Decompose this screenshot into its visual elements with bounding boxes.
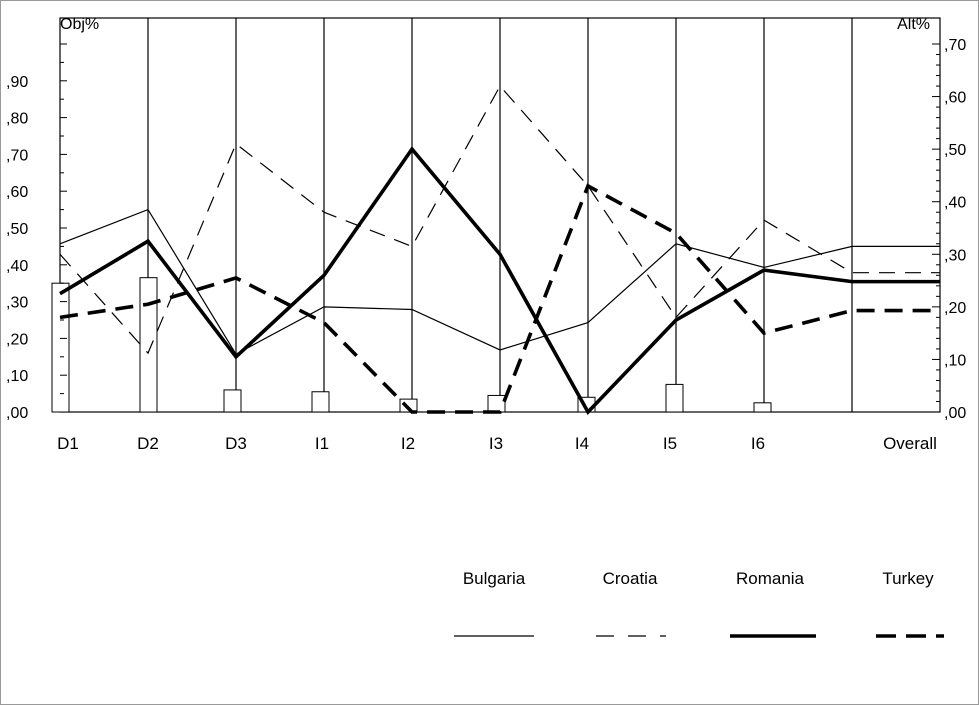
- category-label: D1: [57, 434, 79, 453]
- left-tick-label: ,90: [6, 74, 28, 91]
- right-tick-label: ,00: [944, 405, 966, 422]
- left-tick-label: ,20: [6, 331, 28, 348]
- category-label: I6: [751, 434, 765, 453]
- series-line-turkey: [59, 183, 940, 414]
- bar: [139, 277, 158, 413]
- category-label: I4: [575, 434, 589, 453]
- category-label: I5: [663, 434, 677, 453]
- category-gridlines: [147, 18, 853, 412]
- category-label: D3: [225, 434, 247, 453]
- axes: ,00 ,10 ,20 ,30 ,40 ,50 ,60 ,70 ,80 ,90 ,00 ,10 ,20,…: [6, 37, 966, 453]
- category-label: D2: [137, 434, 159, 453]
- left-tick-label: ,00: [6, 405, 28, 422]
- series-line-croatia: [59, 85, 940, 355]
- bar: [665, 383, 684, 413]
- right-tick-label: ,40: [944, 195, 966, 212]
- category-label: I3: [489, 434, 503, 453]
- category-label: Overall: [883, 434, 937, 453]
- category-label: I1: [315, 434, 329, 453]
- left-tick-label: ,70: [6, 147, 28, 164]
- bar: [51, 282, 70, 413]
- right-tick-label: ,20: [944, 300, 966, 317]
- legend-label-bulgaria: Bulgaria: [463, 569, 526, 588]
- right-tick-label: ,30: [944, 247, 966, 264]
- legend: Bulgaria Croatia Romania Turkey: [454, 569, 944, 638]
- series-line-bulgaria: [59, 208, 940, 355]
- left-tick-label: ,40: [6, 258, 28, 275]
- category-label: I2: [401, 434, 415, 453]
- right-axis-title: Alt%: [897, 16, 930, 33]
- legend-label-turkey: Turkey: [882, 569, 934, 588]
- right-tick-label: ,50: [944, 142, 966, 159]
- left-tick-label: ,50: [6, 221, 28, 238]
- left-axis-title: Obj%: [60, 16, 99, 33]
- right-tick-label: ,60: [944, 90, 966, 107]
- legend-label-romania: Romania: [736, 569, 805, 588]
- bar: [311, 391, 330, 413]
- left-tick-label: ,80: [6, 111, 28, 128]
- left-tick-label: ,30: [6, 295, 28, 312]
- line-series: [59, 85, 940, 416]
- right-tick-label: ,10: [944, 352, 966, 369]
- bar: [223, 389, 242, 413]
- bar: [487, 394, 506, 413]
- bar: [753, 402, 772, 413]
- left-tick-label: ,10: [6, 368, 28, 385]
- series-line-romania: [59, 146, 940, 416]
- right-tick-label: ,70: [944, 37, 966, 54]
- legend-label-croatia: Croatia: [603, 569, 658, 588]
- left-tick-label: ,60: [6, 184, 28, 201]
